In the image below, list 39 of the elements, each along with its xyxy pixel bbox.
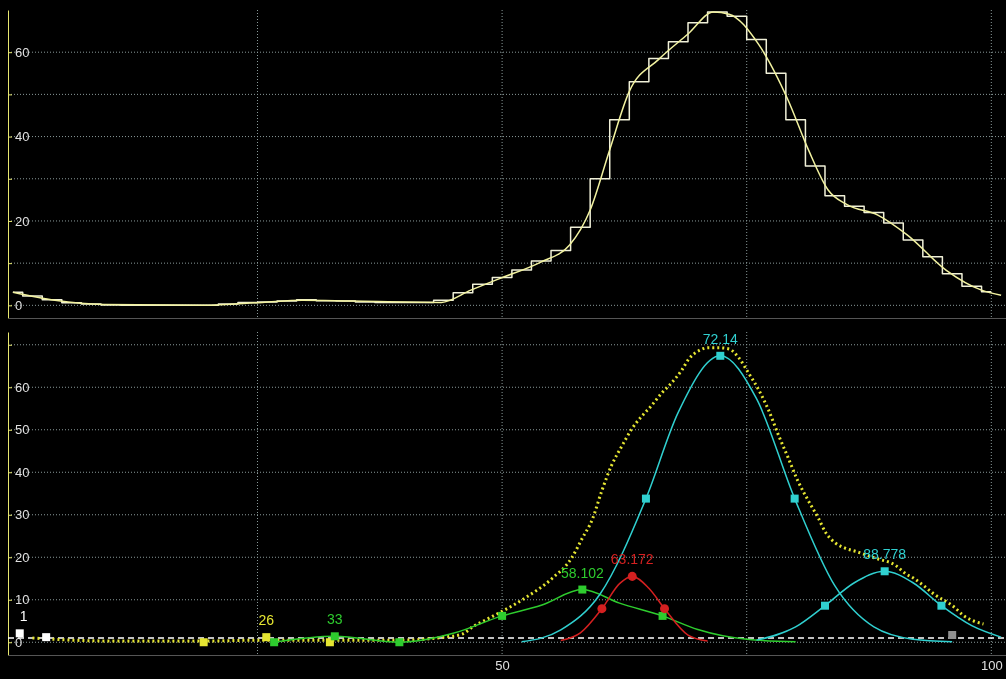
y-tick-label: 30 — [15, 507, 30, 523]
point — [199, 638, 208, 647]
y-tick-label: 60 — [15, 379, 30, 395]
point — [627, 571, 637, 581]
annotation: 26 — [258, 612, 275, 629]
point — [660, 604, 670, 614]
y-tick-label: 60 — [15, 44, 30, 60]
point — [498, 611, 507, 620]
y-tick-label: 40 — [15, 464, 30, 480]
y-tick-label: 20 — [15, 213, 30, 229]
annotation: 88.778 — [863, 546, 907, 563]
y-tick-label: 50 — [15, 422, 30, 438]
y-tick-label: 20 — [15, 549, 30, 565]
point — [937, 601, 946, 610]
point — [641, 494, 650, 503]
point — [578, 585, 587, 594]
y-tick-label: 40 — [15, 129, 30, 145]
point — [597, 604, 607, 614]
point — [270, 638, 279, 647]
annotation: 72.14 — [702, 330, 739, 347]
point — [262, 633, 271, 642]
point — [15, 629, 24, 638]
y-tick-label: 10 — [15, 592, 30, 608]
x-tick-label: 100 — [980, 657, 1003, 673]
annotation: 33 — [327, 611, 343, 628]
point — [820, 601, 829, 610]
annotation: 58.102 — [560, 564, 604, 581]
point — [395, 638, 404, 647]
annotation: 1 — [19, 608, 28, 625]
y-tick-label: 0 — [15, 634, 23, 650]
point — [790, 494, 799, 503]
point — [330, 632, 339, 641]
point — [948, 631, 957, 640]
y-tick-label: 0 — [15, 298, 23, 313]
point — [325, 638, 334, 647]
point — [880, 567, 889, 576]
point — [716, 351, 725, 360]
point — [42, 633, 51, 642]
point — [658, 611, 667, 620]
